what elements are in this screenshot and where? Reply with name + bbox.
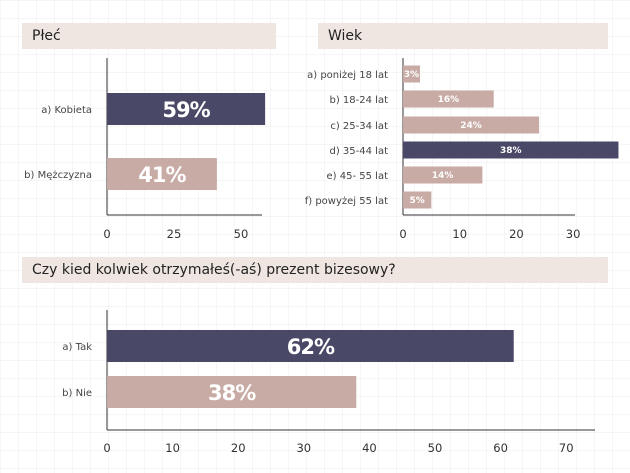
data-label: 62% xyxy=(287,335,335,359)
data-label: 38% xyxy=(500,146,522,156)
chart3-title: Czy kied kolwiek otrzymałeś(-aś) prezent… xyxy=(22,257,608,283)
data-label: 38% xyxy=(208,381,256,405)
category-label: a) poniżej 18 lat xyxy=(307,70,388,81)
x-tick-label: 50 xyxy=(234,227,249,241)
category-label: b) 18-24 lat xyxy=(330,95,389,106)
x-tick-label: 60 xyxy=(493,441,508,455)
x-tick-label: 70 xyxy=(559,441,574,455)
data-label: 24% xyxy=(460,121,482,131)
data-label: 5% xyxy=(410,196,425,206)
category-label: e) 45- 55 lat xyxy=(327,171,389,182)
x-tick-label: 50 xyxy=(428,441,443,455)
data-label: 3% xyxy=(404,70,419,80)
x-tick-label: 20 xyxy=(231,441,246,455)
bar xyxy=(107,93,266,125)
chart2-title: Wiek xyxy=(318,23,608,49)
bar xyxy=(403,166,483,184)
x-tick-label: 20 xyxy=(509,227,524,241)
category-label: b) Nie xyxy=(62,388,92,399)
x-tick-label: 10 xyxy=(452,227,467,241)
x-tick-label: 30 xyxy=(566,227,581,241)
chart1-title: Płeć xyxy=(22,23,276,49)
x-tick-label: 0 xyxy=(399,227,406,241)
category-label: a) Tak xyxy=(62,342,92,353)
x-tick-label: 40 xyxy=(362,441,377,455)
bar xyxy=(403,65,421,83)
category-label: b) Mężczyzna xyxy=(24,170,92,181)
bar xyxy=(107,330,514,362)
category-label: f) powyżej 55 lat xyxy=(305,196,388,207)
x-tick-label: 10 xyxy=(165,441,180,455)
bar xyxy=(107,158,217,190)
category-label: d) 35-44 lat xyxy=(330,146,389,157)
x-tick-label: 0 xyxy=(103,441,110,455)
data-label: 16% xyxy=(438,95,460,105)
data-label: 59% xyxy=(162,98,210,122)
bar xyxy=(107,376,357,408)
x-tick-label: 30 xyxy=(296,441,311,455)
x-tick-label: 0 xyxy=(103,227,110,241)
category-label: a) Kobieta xyxy=(41,105,92,116)
bar xyxy=(403,116,540,134)
bar xyxy=(403,141,619,159)
data-label: 41% xyxy=(138,163,186,187)
bar xyxy=(403,90,494,108)
bar xyxy=(403,191,432,209)
x-tick-label: 25 xyxy=(167,227,182,241)
category-label: c) 25-34 lat xyxy=(330,121,388,132)
data-label: 14% xyxy=(432,171,454,181)
